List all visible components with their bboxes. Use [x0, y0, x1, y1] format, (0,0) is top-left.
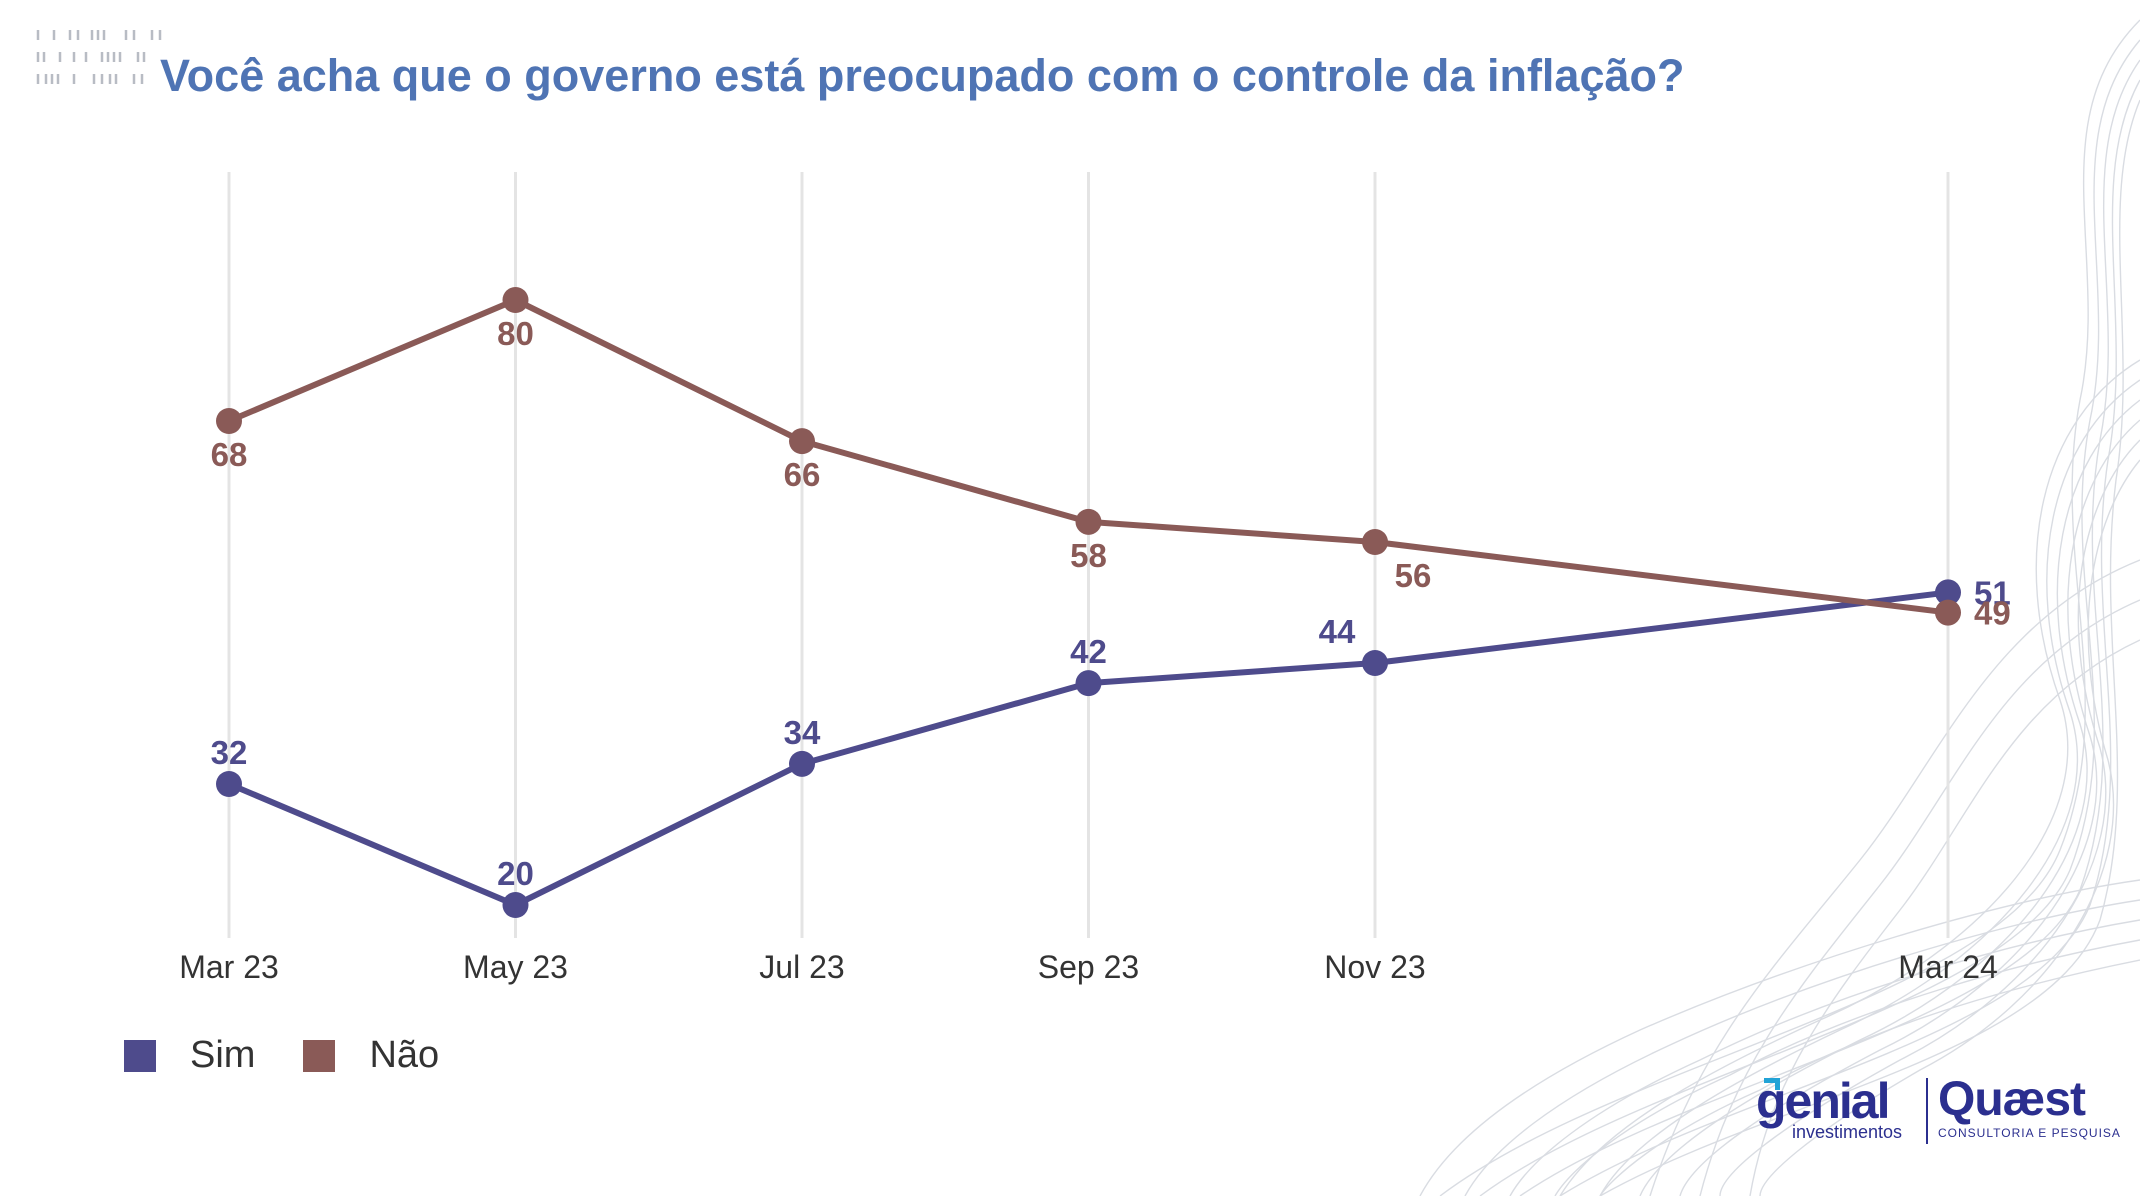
x-tick-label-mar-24: Mar 24 — [1898, 949, 1998, 985]
data-point-sim-mar-23 — [216, 771, 242, 797]
genial-logo: genial — [1756, 1073, 1890, 1129]
data-point-nao-may-23 — [502, 287, 529, 313]
brand-logos: genial investimentos Quæst CONSULTORIA E… — [1752, 1072, 2120, 1152]
data-point-nao-sep-23 — [1075, 508, 1102, 535]
data-label-sim-nov-23: 44 — [1319, 613, 1356, 650]
data-label-nao-sep-23: 58 — [1070, 537, 1107, 574]
data-label-nao-may-23: 80 — [497, 315, 534, 352]
data-label-sim-jul-23: 34 — [784, 714, 821, 751]
data-label-nao-nov-23: 56 — [1395, 557, 1432, 594]
data-point-nao-nov-23 — [1362, 529, 1388, 555]
data-point-sim-sep-23 — [1075, 670, 1102, 697]
series-line-sim — [226, 589, 1951, 908]
legend-item-nao: Não — [303, 1034, 439, 1077]
genial-accent-icon — [1764, 1078, 1780, 1090]
x-tick-label-jul-23: Jul 23 — [759, 949, 844, 985]
data-point-sim-may-23 — [502, 892, 529, 918]
data-point-nao-mar-24 — [1935, 599, 1961, 626]
x-tick-label-sep-23: Sep 23 — [1038, 949, 1139, 985]
x-tick-label-mar-23: Mar 23 — [179, 949, 279, 985]
corner-pattern-icon — [36, 30, 162, 84]
legend-label-nao: Não — [369, 1034, 440, 1076]
quaest-logo-sub: CONSULTORIA E PESQUISA — [1938, 1126, 2121, 1140]
genial-logo-sub: investimentos — [1792, 1122, 1903, 1142]
data-label-sim-mar-23: 32 — [211, 734, 248, 771]
legend-label-sim: Sim — [190, 1034, 256, 1076]
data-label-sim-may-23: 20 — [497, 855, 534, 892]
data-point-sim-nov-23 — [1362, 650, 1388, 676]
data-point-sim-mar-24 — [1935, 579, 1961, 606]
data-point-sim-jul-23 — [789, 750, 815, 777]
data-label-sim-mar-24: 51 — [1974, 574, 2011, 611]
data-point-nao-mar-23 — [216, 408, 242, 434]
quaest-logo: Quæst — [1938, 1073, 2086, 1126]
data-label-nao-jul-23: 66 — [784, 456, 821, 493]
logo-divider — [1926, 1078, 1928, 1144]
data-label-nao-mar-23: 68 — [211, 436, 248, 473]
data-point-nao-jul-23 — [789, 428, 815, 455]
x-tick-label-nov-23: Nov 23 — [1324, 949, 1425, 985]
data-label-sim-sep-23: 42 — [1070, 633, 1107, 670]
legend-swatch-sim — [124, 1039, 156, 1072]
x-tick-label-may-23: May 23 — [463, 949, 568, 985]
chart-title: Você acha que o governo está preocupado … — [160, 50, 1685, 101]
legend-item-sim: Sim — [124, 1034, 255, 1077]
chart-legend: Sim Não — [124, 1034, 439, 1077]
data-label-nao-mar-24: 49 — [1974, 595, 2011, 632]
legend-swatch-nao — [303, 1039, 336, 1072]
series-line-nao — [226, 297, 1951, 616]
